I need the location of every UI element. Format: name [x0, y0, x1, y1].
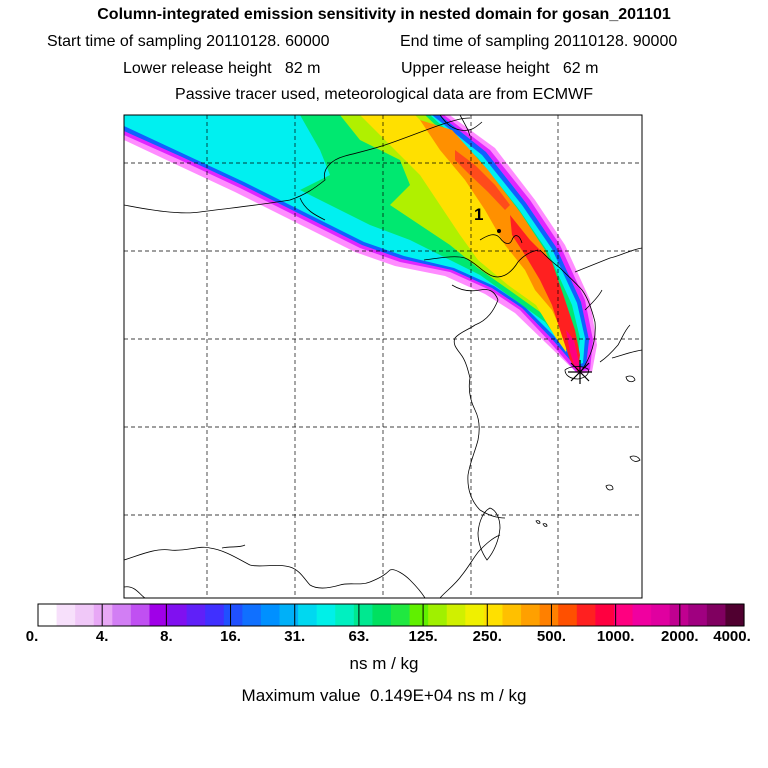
plot-frame — [123, 114, 643, 599]
colorbar-cell — [539, 604, 559, 626]
max-value-label: Maximum value 0.149E+04 ns m / kg — [241, 686, 527, 705]
colorbar-cell — [502, 604, 522, 626]
colorbar-cell — [335, 604, 355, 626]
colorbar-cell — [75, 604, 95, 626]
colorbar-cell — [93, 604, 113, 626]
colorbar-tick-label: 0. — [25, 628, 39, 645]
colorbar-cell — [428, 604, 448, 626]
colorbar-cell — [465, 604, 485, 626]
colorbar-cell — [56, 604, 76, 626]
colorbar-cell — [558, 604, 578, 626]
colorbar-cell — [651, 604, 671, 626]
colorbar-tick-label: 1000. — [596, 628, 635, 645]
contour-red-upper — [455, 150, 510, 210]
colorbar-cell — [260, 604, 281, 626]
grid-lines — [124, 115, 642, 598]
receptor-star-icon — [568, 360, 592, 384]
colorbar-cell — [112, 604, 132, 626]
colorbar-cell — [613, 604, 634, 626]
colorbar-cell — [186, 604, 206, 626]
colorbar-cell — [632, 604, 652, 626]
colorbar-tick-label: 63. — [348, 628, 370, 645]
colorbar-tick-label: 2000. — [661, 628, 699, 645]
colorbar-cell — [316, 604, 336, 626]
colorbar-cell — [130, 604, 151, 626]
chart-title: Column-integrated emission sensitivity i… — [97, 6, 671, 23]
marker-label: 1 — [474, 205, 483, 224]
colorbar-units: ns m / kg — [349, 654, 419, 673]
colorbar-tick-label: 250. — [472, 628, 502, 645]
colorbar-cell — [521, 604, 541, 626]
colorbar-cell — [595, 604, 615, 626]
colorbar-cell — [483, 604, 504, 626]
colorbar-cell — [223, 604, 243, 626]
colorbar-cell — [205, 604, 225, 626]
colorbar-cell — [391, 604, 411, 626]
colorbar-tick-label: 4. — [95, 628, 109, 645]
colorbar-tick-label: 31. — [284, 628, 306, 645]
colorbar-cell — [409, 604, 429, 626]
colorbar-cell — [725, 604, 745, 626]
colorbar-cell — [353, 604, 374, 626]
colorbar-cell — [38, 604, 58, 626]
contour-yellowgreen — [340, 115, 574, 355]
colorbar-tick-label: 500. — [536, 628, 567, 645]
colorbar-frame — [37, 603, 745, 627]
colorbar-cell — [576, 604, 596, 626]
colorbar-cell — [168, 604, 188, 626]
colorbar-cell — [706, 604, 727, 626]
colorbar-cell — [149, 604, 169, 626]
colorbar-cell — [242, 604, 262, 626]
colorbar-cell — [446, 604, 466, 626]
colorbar-tick-label: 16. — [220, 628, 241, 645]
contour-yellow — [360, 115, 566, 352]
start-time-label: Start time of sampling 20110128. 60000 — [47, 33, 330, 50]
tracer-info: Passive tracer used, meteorological data… — [175, 86, 593, 103]
coastlines — [124, 115, 642, 598]
colorbar-tick-label: 8. — [160, 628, 173, 645]
contour-magenta-core — [566, 330, 580, 370]
colorbar-cell — [298, 604, 318, 626]
colorbar-tick-label: 125. — [408, 628, 438, 645]
marker-dot-icon — [497, 229, 501, 233]
end-time-label: End time of sampling 20110128. 90000 — [400, 33, 678, 50]
upper-release-label: Upper release height 62 m — [401, 60, 599, 77]
colorbar-cell — [669, 604, 689, 626]
colorbar-cell — [688, 604, 708, 626]
lower-release-label: Lower release height 82 m — [123, 60, 321, 77]
colorbar-cells — [38, 604, 745, 626]
plot-area: 1 — [124, 115, 642, 598]
colorbar-cell — [279, 604, 299, 626]
colorbar-tick-label: 4000. — [713, 628, 751, 645]
colorbar-cell — [372, 604, 392, 626]
